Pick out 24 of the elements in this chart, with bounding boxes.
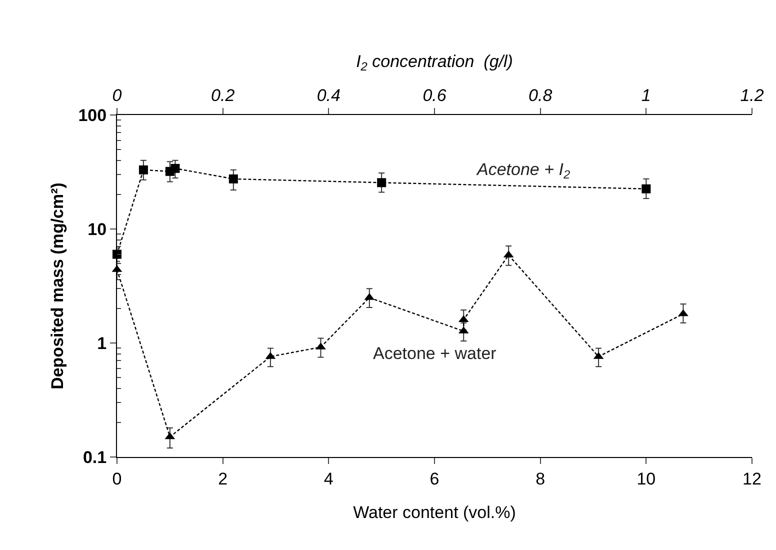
x2-tick-label: 0.4 xyxy=(316,86,340,106)
x-tick-label: 0 xyxy=(112,469,122,488)
x2-tick-label: 1.2 xyxy=(740,86,764,106)
y-tick-label: 10 xyxy=(88,220,107,239)
x2-tick-label: 0.8 xyxy=(528,86,553,106)
x2-tick-label: 1 xyxy=(641,86,651,106)
x-tick-label: 6 xyxy=(430,469,440,488)
series-label: Acetone + I$_{2}$ xyxy=(476,160,570,182)
x-axis-title: Water content (vol.%) xyxy=(353,502,516,522)
x-tick-label: 12 xyxy=(742,469,762,488)
x2-axis-title: I$_{2}$ concentration (g/l) xyxy=(356,52,513,74)
series-label: Acetone + water xyxy=(373,344,497,363)
x-tick-label: 2 xyxy=(218,469,228,488)
x-tick-label: 10 xyxy=(636,469,656,488)
point xyxy=(678,309,688,316)
x-tick-label: 8 xyxy=(536,469,546,488)
x-tick-label: 4 xyxy=(324,469,334,488)
x2-tick-label: 0.2 xyxy=(211,86,236,106)
y-tick-label: 0.1 xyxy=(82,448,107,467)
y-tick-label: 1 xyxy=(97,334,107,353)
x2-tick-label: 0.6 xyxy=(422,86,447,106)
y-tick-label: 100 xyxy=(78,106,107,125)
y-axis-title: Deposited mass (mg/cm²) xyxy=(48,182,67,390)
x2-tick-label: 0 xyxy=(112,86,122,106)
